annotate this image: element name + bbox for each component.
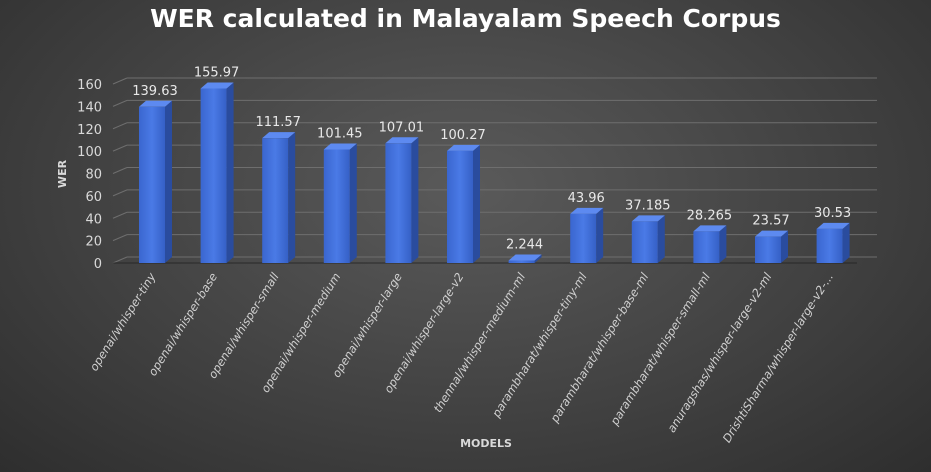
data-label: 111.57 bbox=[255, 115, 301, 130]
bar-top bbox=[755, 230, 788, 237]
bar[interactable] bbox=[139, 106, 165, 263]
gridline-side bbox=[112, 144, 128, 152]
bar-top bbox=[385, 137, 419, 144]
data-label: 100.27 bbox=[440, 128, 486, 143]
data-label: 155.97 bbox=[194, 66, 240, 81]
bar-top bbox=[816, 222, 850, 229]
x-tick-label: anuragshas/whisper-large-v2-ml bbox=[664, 269, 775, 434]
bar-side bbox=[165, 100, 172, 263]
y-tick-label: 100 bbox=[77, 145, 102, 160]
bar-top bbox=[693, 225, 727, 232]
data-label: 28.265 bbox=[687, 208, 733, 223]
bar-top bbox=[447, 144, 480, 151]
bar-top bbox=[262, 132, 296, 139]
bar[interactable] bbox=[755, 236, 781, 263]
x-tick-label: parambharat/whisper-small-ml bbox=[607, 269, 714, 428]
bar[interactable] bbox=[508, 260, 535, 263]
y-tick-label: 120 bbox=[77, 123, 102, 138]
bar-top bbox=[323, 143, 357, 150]
y-axis-title: WER bbox=[56, 159, 69, 188]
bar-side bbox=[288, 132, 296, 263]
bar-side bbox=[657, 215, 665, 263]
x-tick-label: openai/whisper-tiny bbox=[87, 270, 159, 374]
bar[interactable] bbox=[693, 231, 720, 263]
data-label: 30.53 bbox=[814, 206, 851, 221]
bar-top bbox=[631, 215, 665, 222]
y-tick-label: 80 bbox=[85, 168, 102, 183]
bar-side bbox=[719, 225, 727, 263]
bar[interactable] bbox=[385, 143, 412, 263]
y-tick-label: 20 bbox=[85, 235, 102, 250]
bar-side bbox=[349, 143, 357, 263]
bar-top bbox=[200, 82, 234, 89]
bar-side bbox=[842, 222, 850, 263]
data-label: 37.185 bbox=[625, 198, 671, 213]
bar[interactable] bbox=[447, 150, 473, 263]
gridline-side bbox=[112, 77, 128, 85]
gridline-side bbox=[112, 189, 128, 197]
bar-top bbox=[570, 207, 604, 214]
gridline-side bbox=[112, 167, 128, 174]
data-label: 107.01 bbox=[379, 120, 425, 135]
bar[interactable] bbox=[200, 88, 227, 263]
y-tick-label: 60 bbox=[85, 190, 102, 205]
bar-side bbox=[226, 82, 234, 263]
gridline-side bbox=[112, 234, 128, 242]
bar-side bbox=[534, 254, 542, 263]
gridline-side bbox=[112, 211, 128, 219]
y-tick-label: 40 bbox=[85, 212, 102, 227]
bar-side bbox=[473, 144, 480, 263]
gridline-side bbox=[112, 99, 128, 107]
y-tick-label: 0 bbox=[94, 257, 102, 272]
chart-title: WER calculated in Malayalam Speech Corpu… bbox=[150, 4, 781, 33]
data-label: 2.244 bbox=[506, 237, 543, 252]
gridline-side bbox=[112, 256, 128, 264]
data-label: 101.45 bbox=[317, 127, 363, 142]
bar-side bbox=[596, 207, 604, 263]
bar-side bbox=[411, 137, 419, 263]
x-tick-label: openai/whisper-small bbox=[205, 269, 282, 381]
x-tick-label: openai/whisper-base bbox=[145, 270, 220, 378]
y-tick-label: 160 bbox=[77, 78, 102, 93]
bar[interactable] bbox=[262, 138, 289, 263]
y-tick-label: 140 bbox=[77, 100, 102, 115]
data-label: 43.96 bbox=[568, 191, 605, 206]
bar[interactable] bbox=[570, 213, 597, 263]
data-label: 139.63 bbox=[132, 84, 178, 99]
bar-top bbox=[508, 254, 542, 261]
x-tick-label: openai/whisper-large bbox=[329, 270, 405, 380]
bar[interactable] bbox=[631, 221, 658, 263]
x-tick-label: DrishtiSharma/whisper-large-v2-... bbox=[720, 270, 837, 445]
data-label: 23.57 bbox=[752, 214, 789, 229]
gridline-side bbox=[112, 122, 128, 130]
bar[interactable] bbox=[816, 228, 843, 263]
bar-side bbox=[781, 230, 788, 263]
bar-top bbox=[139, 100, 172, 107]
bar[interactable] bbox=[323, 149, 350, 263]
x-axis-title: MODELS bbox=[460, 437, 512, 450]
